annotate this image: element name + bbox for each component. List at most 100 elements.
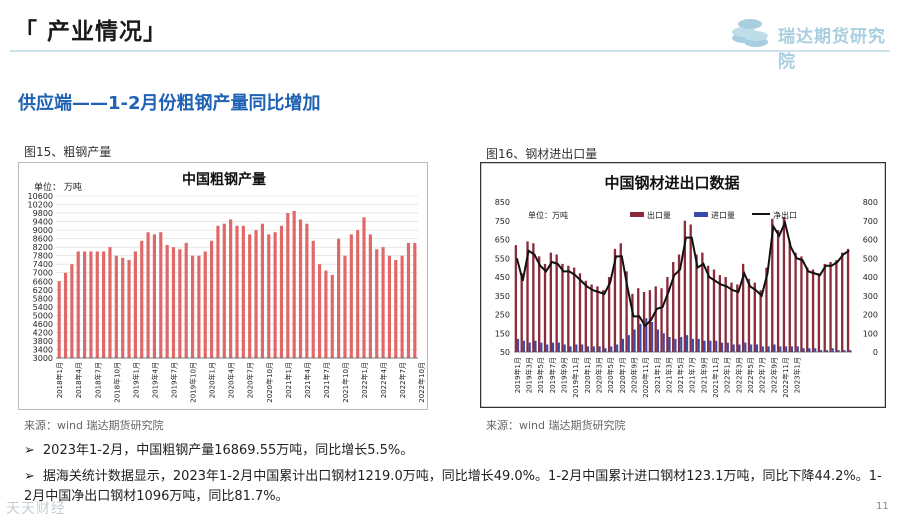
import-bar bbox=[820, 350, 823, 352]
section-title: 「 产业情况」 bbox=[14, 19, 168, 45]
x-tick-label: 2022年7月 bbox=[758, 357, 767, 393]
import-bar bbox=[557, 342, 560, 352]
import-bar bbox=[668, 337, 671, 352]
import-bar bbox=[744, 342, 747, 352]
export-bar bbox=[584, 280, 587, 352]
export-bar bbox=[741, 263, 745, 352]
x-tick-label: 2022年10月 bbox=[417, 362, 426, 403]
right-y-tick-label: 600 bbox=[863, 236, 878, 245]
output-bar bbox=[229, 219, 233, 358]
y-tick-label: 6600 bbox=[33, 277, 53, 286]
output-bar bbox=[356, 230, 360, 358]
output-bar bbox=[368, 234, 372, 358]
logo-icon bbox=[732, 19, 768, 47]
export-bar bbox=[677, 254, 681, 352]
source-right: 来源：wind 瑞达期货研究院 bbox=[486, 419, 626, 432]
export-bar bbox=[596, 286, 599, 352]
x-tick-label: 2020年1月 bbox=[583, 357, 592, 393]
export-bar bbox=[578, 273, 582, 352]
output-bar bbox=[286, 213, 290, 358]
export-bar bbox=[538, 256, 541, 352]
output-bar bbox=[311, 240, 315, 358]
export-bar bbox=[724, 277, 727, 352]
output-bar bbox=[375, 249, 379, 358]
right-y-tick-label: 0 bbox=[873, 348, 878, 357]
import-bar bbox=[656, 329, 659, 352]
export-bar bbox=[806, 267, 809, 352]
x-tick-label: 2019年1月 bbox=[131, 362, 140, 398]
import-bar bbox=[732, 344, 735, 352]
import-bar bbox=[773, 344, 776, 352]
export-bar bbox=[666, 277, 669, 352]
chart-title: 中国钢材进出口数据 bbox=[604, 174, 739, 192]
x-tick-label: 2019年3月 bbox=[525, 357, 534, 393]
output-bar bbox=[235, 225, 239, 358]
bullet-text-1: 2023年1-2月，中国粗钢产量16869.55万吨，同比增长5.5%。 bbox=[42, 443, 414, 458]
import-bar bbox=[604, 348, 607, 352]
left-y-tick-label: 250 bbox=[495, 311, 510, 320]
export-bar bbox=[765, 267, 768, 352]
output-bar bbox=[95, 251, 99, 358]
left-y-tick-label: 750 bbox=[495, 217, 510, 226]
output-bar bbox=[292, 210, 296, 358]
x-tick-label: 2022年5月 bbox=[746, 357, 755, 393]
import-bar bbox=[709, 340, 712, 352]
export-bar bbox=[794, 252, 797, 352]
x-tick-label: 2021年9月 bbox=[699, 357, 708, 393]
output-bar bbox=[248, 234, 252, 358]
right-y-tick-label: 400 bbox=[863, 273, 878, 282]
output-bar bbox=[127, 259, 131, 358]
left-y-tick-label: 150 bbox=[495, 329, 510, 338]
x-tick-label: 2020年11月 bbox=[641, 357, 650, 398]
x-tick-label: 2019年1月 bbox=[513, 357, 522, 393]
export-bar bbox=[817, 273, 821, 352]
import-bar bbox=[534, 340, 537, 352]
chart-title: 中国粗钢产量 bbox=[182, 171, 266, 188]
right-y-tick-label: 200 bbox=[863, 311, 878, 320]
import-bar bbox=[546, 344, 549, 352]
export-bar bbox=[683, 220, 687, 352]
left-y-tick-label: 450 bbox=[495, 273, 510, 282]
output-bar bbox=[241, 225, 245, 358]
output-bar bbox=[57, 281, 61, 358]
output-bar bbox=[184, 242, 188, 358]
import-bar bbox=[639, 323, 642, 352]
export-bar bbox=[514, 245, 518, 352]
left-y-tick-label: 550 bbox=[495, 254, 510, 263]
x-tick-label: 2021年5月 bbox=[676, 357, 685, 393]
export-bar bbox=[776, 230, 780, 352]
output-bar bbox=[330, 274, 334, 358]
x-tick-label: 2018年10月 bbox=[112, 362, 121, 403]
watermark: 天天财经 bbox=[6, 501, 66, 517]
import-bar bbox=[680, 337, 683, 352]
import-bar bbox=[790, 346, 794, 352]
export-bar bbox=[759, 290, 762, 352]
x-tick-label: 2023年1月 bbox=[793, 357, 802, 393]
output-bar bbox=[178, 249, 182, 358]
legend-label: 出口量 bbox=[647, 210, 671, 220]
export-bar bbox=[782, 217, 786, 352]
output-bar bbox=[121, 257, 125, 358]
import-bar bbox=[674, 338, 677, 352]
bullet-item-2: ➢ 据海关统计数据显示，2023年1-2月中国累计出口钢材1219.0万吨，同比增… bbox=[24, 467, 884, 507]
y-tick-label: 4200 bbox=[33, 328, 53, 337]
output-bar bbox=[108, 247, 112, 358]
x-tick-label: 2022年1月 bbox=[723, 357, 732, 393]
source-left: 来源：wind 瑞达期货研究院 bbox=[24, 419, 164, 432]
import-bar bbox=[651, 322, 654, 352]
y-tick-label: 9400 bbox=[33, 218, 53, 227]
left-y-tick-label: 350 bbox=[495, 292, 510, 301]
output-bar bbox=[210, 240, 214, 358]
y-tick-label: 8600 bbox=[33, 235, 53, 244]
export-bar bbox=[753, 282, 756, 352]
x-tick-label: 2019年5月 bbox=[536, 357, 545, 393]
import-bar bbox=[738, 344, 741, 352]
x-tick-label: 2021年11月 bbox=[711, 357, 720, 398]
output-bar bbox=[298, 219, 303, 358]
import-bar bbox=[755, 344, 759, 352]
bullet-item-1: ➢ 2023年1-2月，中国粗钢产量16869.55万吨，同比增长5.5%。 bbox=[24, 441, 884, 461]
y-tick-label: 7400 bbox=[33, 260, 53, 269]
export-bar bbox=[707, 265, 710, 352]
x-tick-label: 2020年7月 bbox=[618, 357, 627, 393]
